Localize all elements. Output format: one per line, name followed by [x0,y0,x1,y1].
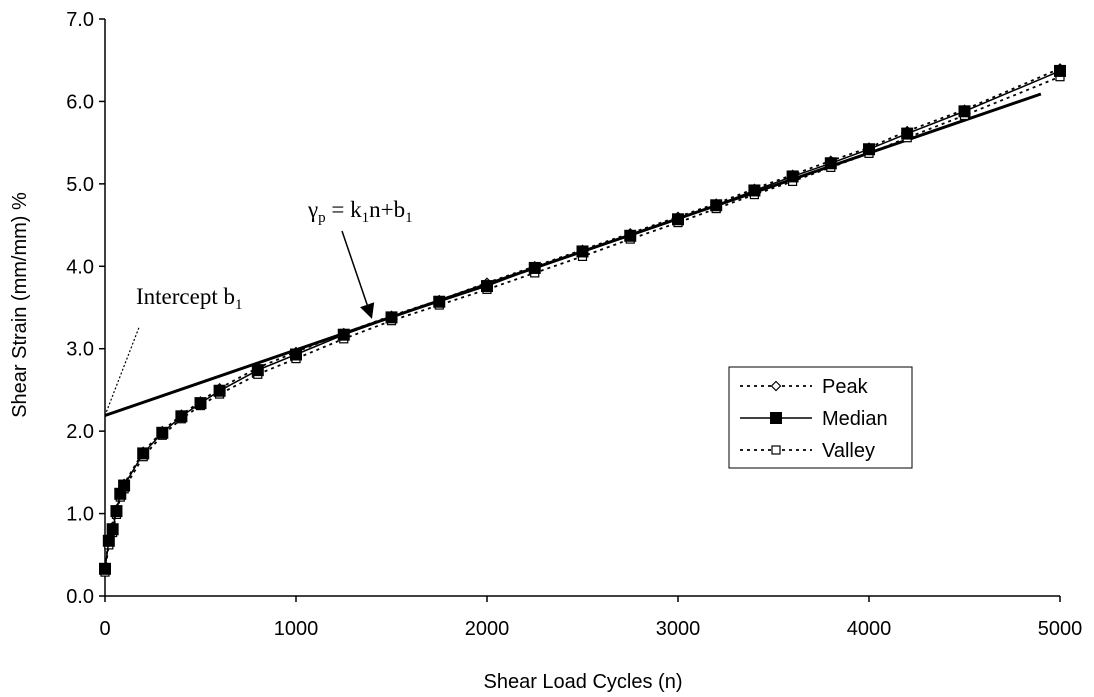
series-layer [99,63,1066,577]
data-point-median [106,523,119,536]
series-line-median [104,70,1061,569]
formula-tail: n+b [369,197,405,222]
data-point-median [213,384,226,397]
formula-k-subscript: 1 [362,210,370,226]
legend-item-valley: Valley [740,440,875,462]
y-tick-label: 4.0 [66,256,94,278]
y-axis-title: Shear Strain (mm/mm) % [9,192,31,418]
legend-marker [770,380,782,392]
legend-marker [771,445,781,455]
data-point-median [748,184,761,197]
data-point-median [337,328,350,341]
data-point-median [175,410,188,423]
legend-label: Median [822,408,888,430]
data-point-median [194,397,207,410]
y-tick-label: 0.0 [66,586,94,608]
data-point-median [863,143,875,156]
x-tick-label: 1000 [274,618,319,640]
data-point-median [958,105,971,118]
data-point-median [576,245,589,258]
y-tick-label: 7.0 [66,9,94,31]
series-peak [99,63,1066,574]
data-point-median [481,280,493,293]
y-tick-label: 1.0 [66,504,94,526]
data-point-median [433,295,446,308]
data-point-median [824,157,837,170]
y-tick-label: 2.0 [66,421,94,443]
legend-item-median: Median [740,408,888,430]
data-point-median [102,534,115,547]
formula-gamma-subscript: p [318,210,326,226]
data-point-median [137,447,150,460]
data-point-median [110,505,123,518]
intercept-text: Intercept b [136,284,235,309]
series-line-valley [104,75,1061,573]
x-ticks: 0 1000 2000 3000 4000 5000 [99,596,1082,640]
data-point-median [786,170,799,183]
formula-b-subscript: 1 [405,210,413,226]
y-tick-label: 5.0 [66,174,94,196]
y-tick-label: 3.0 [66,339,94,361]
legend: Peak Median Valley [728,366,913,469]
data-point-median [156,426,169,439]
annotation-arrow [341,230,375,319]
x-tick-label: 5000 [1038,618,1083,640]
formula-gamma: γ [307,197,318,222]
data-point-median [710,199,723,212]
formula-mid: = k [326,197,362,222]
x-tick-label: 0 [99,618,110,640]
fit-equation-annotation: γp = k1n+b1 [307,197,413,226]
intercept-annotation: Intercept b1 [136,284,242,313]
data-point-median [528,261,541,274]
intercept-subscript: 1 [235,297,243,313]
axes [104,19,1060,597]
data-point-median [99,562,111,575]
data-point-median [672,213,684,226]
data-point-median [118,479,131,492]
x-tick-label: 3000 [656,618,701,640]
legend-item-peak: Peak [740,376,869,398]
x-tick-label: 2000 [465,618,510,640]
legend-label: Peak [822,376,869,398]
series-line-peak [104,67,1061,569]
data-point-median [251,364,264,377]
data-point-median [290,348,302,361]
legend-label: Valley [822,440,875,462]
x-axis-title: Shear Load Cycles (n) [484,671,683,693]
legend-marker [770,412,782,424]
data-point-median [624,229,637,242]
data-point-median [901,127,914,140]
series-valley [100,72,1065,577]
y-ticks: 0.0 1.0 2.0 3.0 4.0 5.0 6.0 7.0 [66,9,105,608]
y-tick-label: 6.0 [66,91,94,113]
series-median [99,64,1066,575]
data-point-median [1054,64,1066,77]
x-tick-label: 4000 [847,618,892,640]
intercept-guide-line [104,326,140,416]
data-point-median [385,311,398,324]
